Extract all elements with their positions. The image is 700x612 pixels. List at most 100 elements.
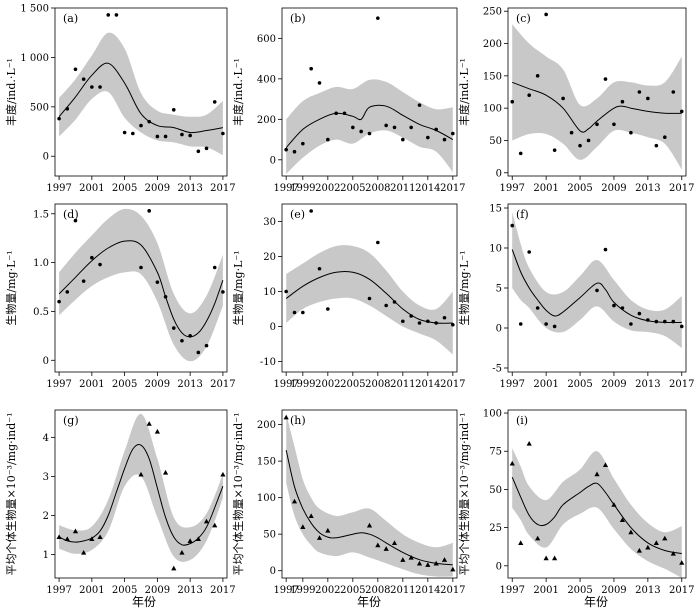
xtick-label-g-0: 1997 xyxy=(46,585,71,596)
xtick-label-d-3: 2009 xyxy=(145,379,170,390)
xtick-label-c-5: 2017 xyxy=(669,183,694,194)
point-f-12 xyxy=(646,318,650,322)
point-c-20 xyxy=(679,109,684,114)
point-c-17 xyxy=(654,143,659,148)
ytick-label-a-3: 1 500 xyxy=(20,4,49,15)
point-e-15 xyxy=(442,315,447,320)
xtick-label-g-1: 2001 xyxy=(79,585,104,596)
point-a-15 xyxy=(180,132,184,137)
panel-label-a: (a) xyxy=(63,12,78,25)
plot-frame-e xyxy=(281,203,458,373)
point-g-6 xyxy=(138,471,144,477)
point-d-6 xyxy=(139,265,143,270)
ytick-label-d-0: 0 xyxy=(43,356,49,367)
panel-label-c: (c) xyxy=(516,12,531,25)
point-a-7 xyxy=(114,13,119,17)
ylabel-d: 生物量/mg·L⁻¹ xyxy=(4,250,18,325)
point-c-19 xyxy=(671,90,676,94)
xtick-label-f-1: 2001 xyxy=(533,379,558,390)
point-a-17 xyxy=(196,149,201,154)
xlabel-col-3: 年份 xyxy=(584,595,608,609)
xtick-label-b-4: 2008 xyxy=(365,183,390,194)
xtick-label-f-2: 2005 xyxy=(567,379,592,390)
xtick-label-b-1: 1999 xyxy=(290,183,315,194)
point-h-16 xyxy=(450,566,456,572)
ytick-label-i-3: 75 xyxy=(489,447,502,458)
ytick-label-e-3: 20 xyxy=(263,252,276,263)
ytick-label-f-4: 15 xyxy=(489,204,502,215)
plot-frame-c xyxy=(507,7,687,177)
point-e-8 xyxy=(384,303,388,308)
point-i-16 xyxy=(679,560,685,565)
point-b-10 xyxy=(367,131,372,136)
confidence-band-f xyxy=(512,212,682,348)
plot-frame-g xyxy=(54,409,228,579)
panel-label-h: (h) xyxy=(290,414,306,427)
ytick-label-d-3: 1.5 xyxy=(33,209,49,220)
point-d-5 xyxy=(98,262,102,267)
fit-line-a xyxy=(58,62,223,134)
point-i-8 xyxy=(611,502,617,507)
point-a-11 xyxy=(147,119,151,124)
ytick-label-g-3: 4 xyxy=(43,433,49,444)
point-e-12 xyxy=(417,321,422,325)
point-b-17 xyxy=(426,135,430,140)
xtick-label-i-4: 2013 xyxy=(635,585,660,596)
point-d-11 xyxy=(180,338,184,343)
xtick-label-e-0: 1997 xyxy=(273,379,298,390)
point-a-4 xyxy=(90,85,94,89)
point-c-18 xyxy=(663,135,667,140)
panel-label-i: (i) xyxy=(516,414,528,427)
xtick-label-f-5: 2017 xyxy=(669,379,694,390)
point-a-19 xyxy=(212,100,217,104)
point-f-8 xyxy=(612,303,616,308)
point-e-7 xyxy=(376,240,380,245)
ytick-label-i-2: 50 xyxy=(489,485,502,496)
point-h-9 xyxy=(391,540,398,546)
point-e-14 xyxy=(434,321,438,325)
xtick-label-a-1: 2001 xyxy=(79,183,104,194)
xtick-label-d-5: 2017 xyxy=(210,379,235,390)
confidence-band-b xyxy=(286,79,453,174)
ytick-label-c-0: 0 xyxy=(496,168,502,179)
xtick-label-i-3: 2009 xyxy=(601,585,626,596)
point-h-2 xyxy=(300,524,306,529)
point-h-14 xyxy=(433,560,439,566)
ytick-label-d-2: 1.0 xyxy=(33,258,49,269)
ytick-label-g-2: 3 xyxy=(43,472,49,483)
point-d-0 xyxy=(57,299,61,304)
point-b-2 xyxy=(301,141,305,146)
ytick-label-g-0: 1 xyxy=(43,550,49,561)
point-a-0 xyxy=(57,116,61,121)
panel-g: 1997 2001 2005 2009 2013 2017 1 2 3 4 (g) 平均个体生物量×1… xyxy=(4,409,236,596)
ylabel-i: 平均个体生物量×10⁻³/mg·ind⁻¹ xyxy=(457,413,471,576)
panel-label-g: (g) xyxy=(63,414,79,427)
point-b-4 xyxy=(317,81,322,85)
point-e-11 xyxy=(409,314,413,318)
point-i-9 xyxy=(619,517,626,523)
panel-i: 1997 2001 2005 2009 2013 2017 0 25 50 75 100 (i) 平均个… xyxy=(457,409,694,596)
point-b-15 xyxy=(409,125,413,130)
point-c-6 xyxy=(561,96,565,101)
xtick-label-h-7: 2017 xyxy=(440,585,465,596)
point-b-14 xyxy=(401,137,405,142)
point-h-13 xyxy=(425,562,431,567)
xtick-label-d-1: 2001 xyxy=(79,379,104,390)
point-g-8 xyxy=(154,428,160,434)
xtick-label-c-0: 1997 xyxy=(500,183,525,194)
point-h-15 xyxy=(441,557,448,562)
ytick-label-c-5: 250 xyxy=(483,7,502,18)
ytick-label-d-1: 0.5 xyxy=(33,307,49,318)
point-f-4 xyxy=(544,322,548,326)
xtick-label-i-0: 1997 xyxy=(500,585,525,596)
point-h-3 xyxy=(308,513,314,518)
point-a-12 xyxy=(155,134,160,139)
xtick-label-b-0: 1997 xyxy=(273,183,298,194)
xtick-label-a-3: 2009 xyxy=(145,183,170,194)
point-c-14 xyxy=(629,130,633,135)
point-f-0 xyxy=(510,223,515,228)
plot-frame-b xyxy=(281,7,458,177)
point-c-0 xyxy=(510,99,515,104)
confidence-band-g xyxy=(59,413,223,562)
